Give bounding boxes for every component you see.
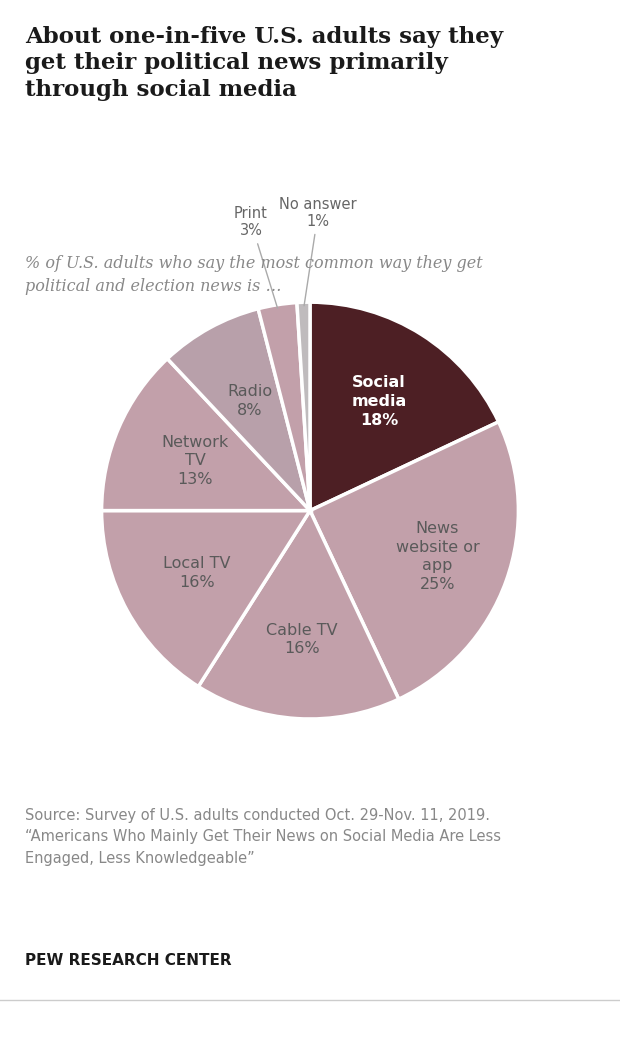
Wedge shape	[167, 308, 310, 511]
Text: News
website or
app
25%: News website or app 25%	[396, 521, 479, 592]
Wedge shape	[310, 422, 518, 699]
Wedge shape	[102, 358, 310, 511]
Wedge shape	[102, 511, 310, 687]
Text: Local TV
16%: Local TV 16%	[163, 556, 231, 590]
Wedge shape	[198, 511, 399, 719]
Text: % of U.S. adults who say the most common way they get
political and election new: % of U.S. adults who say the most common…	[25, 255, 482, 295]
Text: About one-in-five U.S. adults say they
get their political news primarily
throug: About one-in-five U.S. adults say they g…	[25, 26, 503, 100]
Text: Source: Survey of U.S. adults conducted Oct. 29-Nov. 11, 2019.
“Americans Who Ma: Source: Survey of U.S. adults conducted …	[25, 808, 501, 866]
Text: Cable TV
16%: Cable TV 16%	[266, 623, 338, 656]
Text: Network
TV
13%: Network TV 13%	[162, 435, 229, 487]
Wedge shape	[258, 302, 310, 511]
Wedge shape	[310, 302, 498, 511]
Text: PEW RESEARCH CENTER: PEW RESEARCH CENTER	[25, 953, 231, 968]
Text: Social
media
18%: Social media 18%	[352, 375, 407, 427]
Text: Radio
8%: Radio 8%	[227, 384, 272, 418]
Text: Print
3%: Print 3%	[234, 206, 278, 308]
Wedge shape	[297, 302, 310, 511]
Text: No answer
1%: No answer 1%	[280, 197, 357, 305]
